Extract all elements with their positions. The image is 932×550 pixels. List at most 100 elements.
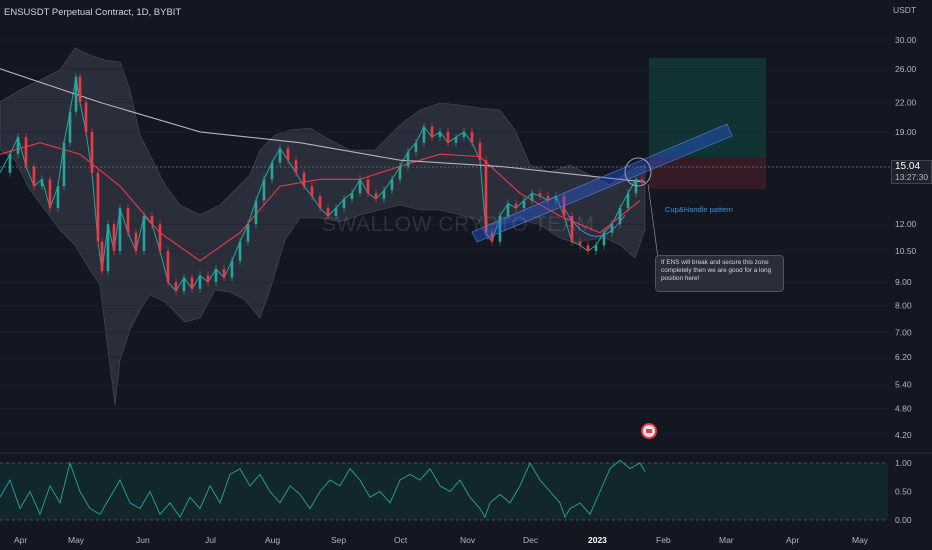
candle-body — [382, 190, 386, 200]
candle-body — [90, 131, 94, 173]
x-tick-label: Feb — [656, 535, 671, 545]
candle-body — [134, 232, 138, 252]
candle-body — [374, 193, 378, 200]
series-line — [0, 142, 641, 262]
candle-body — [554, 196, 558, 201]
candle-body — [238, 241, 242, 261]
candle-body — [126, 208, 130, 233]
candle-body — [262, 179, 266, 201]
candle-body — [32, 166, 36, 187]
candle-body — [182, 277, 186, 292]
y-tick-label: 9.00 — [895, 277, 912, 287]
candle-body — [174, 281, 178, 292]
candle-body — [286, 148, 290, 161]
candle-body — [74, 76, 78, 112]
candle-body — [640, 179, 644, 183]
y-tick-label: 8.00 — [895, 301, 912, 311]
candle-body — [498, 215, 502, 242]
y-tick-label: 4.80 — [895, 403, 912, 413]
candle-body — [594, 245, 598, 252]
oscillator-pane — [0, 463, 888, 520]
price-axis: USDT30.0026.0022.0019.0016.0012.0010.509… — [0, 5, 917, 440]
candle-body — [68, 111, 72, 143]
us-flag-icon[interactable] — [641, 423, 657, 439]
y-tick-label: 5.40 — [895, 380, 912, 390]
candle-body — [270, 162, 274, 180]
candle-body — [506, 203, 510, 216]
candle-body — [100, 241, 104, 272]
candle-body — [514, 203, 518, 209]
oscillator-series — [0, 459, 646, 519]
candle-body — [190, 277, 194, 289]
watermark: SWALLOW CRYPTO TEAM — [322, 213, 595, 236]
candle-body — [326, 208, 330, 216]
candle-body — [546, 196, 550, 201]
x-tick-label: Jun — [136, 535, 150, 545]
candle-body — [414, 142, 418, 152]
y-tick-label: 30.00 — [895, 35, 917, 45]
candle-body — [318, 196, 322, 209]
candle-body — [78, 76, 82, 103]
candle-body — [538, 193, 542, 197]
y-tick-label: 22.00 — [895, 97, 917, 107]
candle-body — [294, 160, 298, 173]
note-box: If ENS will break and secure this zone c… — [655, 255, 784, 292]
candle-body — [206, 275, 210, 282]
candle-body — [446, 131, 450, 143]
candle-body — [406, 151, 410, 167]
current-price: 15.04 — [895, 161, 921, 172]
candle-body — [570, 215, 574, 242]
candle-body — [142, 215, 146, 252]
candle-body — [358, 179, 362, 194]
candle-body — [454, 137, 458, 143]
x-tick-label: May — [68, 535, 85, 545]
time-axis: Apr May Jun Jul Aug Sep Oct Nov Dec 2023 Feb Mar Apr… — [14, 535, 869, 545]
handle-circle — [624, 157, 652, 187]
y-tick-label: 7.00 — [895, 327, 912, 337]
x-tick-label: Jul — [205, 535, 216, 545]
candle-body — [198, 275, 202, 289]
candle-body — [350, 193, 354, 200]
candle-body — [478, 142, 482, 161]
note-pointer — [647, 183, 659, 259]
candle-body — [106, 224, 110, 272]
candle-body — [470, 131, 474, 143]
osc-tick-label: 0.00 — [895, 515, 912, 525]
x-tick-label: Aug — [265, 535, 280, 545]
oscillator-line — [0, 459, 646, 519]
chart-title: ENSUSDT Perpetual Contract, 1D, BYBIT — [4, 7, 182, 18]
oscillator-axis: 1.00 0.50 0.00 — [895, 458, 912, 525]
candle-body — [530, 193, 534, 201]
candle-body — [438, 131, 442, 138]
candle-body — [8, 154, 12, 173]
trendline-channel — [471, 123, 733, 243]
candle-body — [112, 224, 116, 252]
y-tick-label: 26.00 — [895, 64, 917, 74]
candle-body — [490, 232, 494, 242]
candle-body — [430, 126, 434, 138]
candle-body — [602, 232, 606, 246]
candle-body — [366, 179, 370, 194]
x-tick-label: Apr — [14, 535, 27, 545]
pattern-label: Cup&Handle pattern — [665, 205, 733, 214]
osc-tick-label: 0.50 — [895, 487, 912, 497]
candle-body — [302, 172, 306, 187]
candle-body — [610, 224, 614, 233]
candle-body — [342, 199, 346, 209]
x-tick-label: Nov — [460, 535, 476, 545]
candle-body — [48, 179, 52, 209]
candle-body — [334, 208, 338, 216]
candle-body — [230, 260, 234, 278]
candle-body — [150, 215, 154, 225]
candle-body — [422, 126, 426, 143]
y-tick-label: 6.20 — [895, 352, 912, 362]
cup-arc — [564, 209, 626, 237]
candle-body — [158, 224, 162, 252]
x-tick-label: Oct — [394, 535, 408, 545]
candle-body — [222, 269, 226, 278]
candle-body — [246, 224, 250, 242]
x-tick-label: Mar — [719, 535, 734, 545]
target-zone — [649, 58, 766, 157]
candle-body — [398, 166, 402, 180]
candle-body — [166, 251, 170, 282]
